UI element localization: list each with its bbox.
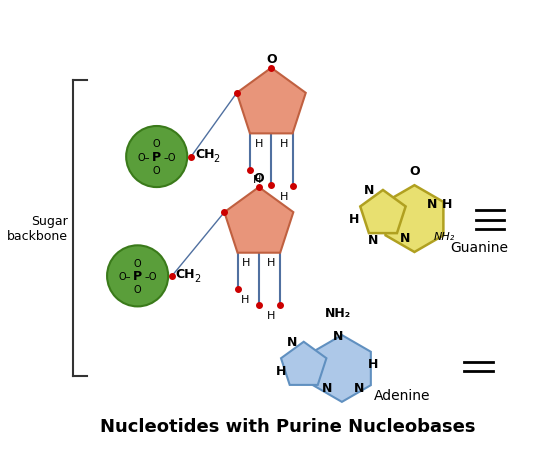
Text: O: O [266,53,277,66]
Text: H: H [255,139,263,149]
Text: H: H [368,357,378,370]
Text: NH₂: NH₂ [325,306,351,319]
Text: O: O [134,258,141,268]
Text: H: H [240,294,249,304]
Text: O: O [153,139,161,149]
Text: N: N [321,381,332,394]
Circle shape [107,246,168,307]
Text: H: H [243,258,251,268]
Text: P: P [152,151,161,164]
Text: Adenine: Adenine [373,388,430,402]
Text: H: H [279,139,288,149]
Text: O–: O– [137,152,150,162]
Text: CH: CH [195,148,214,161]
Text: N: N [354,381,364,394]
Text: N: N [333,329,343,342]
Text: NH₂: NH₂ [433,232,455,241]
Text: –O: –O [145,271,157,281]
Text: H: H [276,364,286,377]
Text: Guanine: Guanine [450,241,508,255]
Polygon shape [360,191,406,234]
Text: N: N [400,232,410,244]
Text: H: H [279,191,288,201]
Polygon shape [313,335,371,402]
Text: H: H [253,175,261,185]
Text: 2: 2 [213,154,219,164]
Text: N: N [364,184,374,197]
Polygon shape [224,188,293,253]
Text: –O: –O [164,152,177,162]
Text: O: O [254,172,264,185]
Text: H: H [267,258,276,268]
Text: H: H [442,197,452,210]
Text: N: N [426,197,437,210]
Text: P: P [133,270,142,283]
Text: Sugar
backbone: Sugar backbone [7,215,68,243]
Polygon shape [236,69,306,134]
Circle shape [126,127,187,188]
Text: N: N [368,234,378,247]
Text: CH: CH [176,267,195,280]
Text: O: O [409,164,420,177]
Text: O: O [153,166,161,175]
Text: H: H [349,213,360,225]
Text: O–: O– [118,271,130,281]
Text: 2: 2 [194,273,200,283]
Text: H: H [267,310,276,320]
Polygon shape [281,342,326,385]
Text: Nucleotides with Purine Nucleobases: Nucleotides with Purine Nucleobases [100,417,475,435]
Text: O: O [134,285,141,294]
Polygon shape [386,186,443,252]
Text: N: N [287,336,298,349]
